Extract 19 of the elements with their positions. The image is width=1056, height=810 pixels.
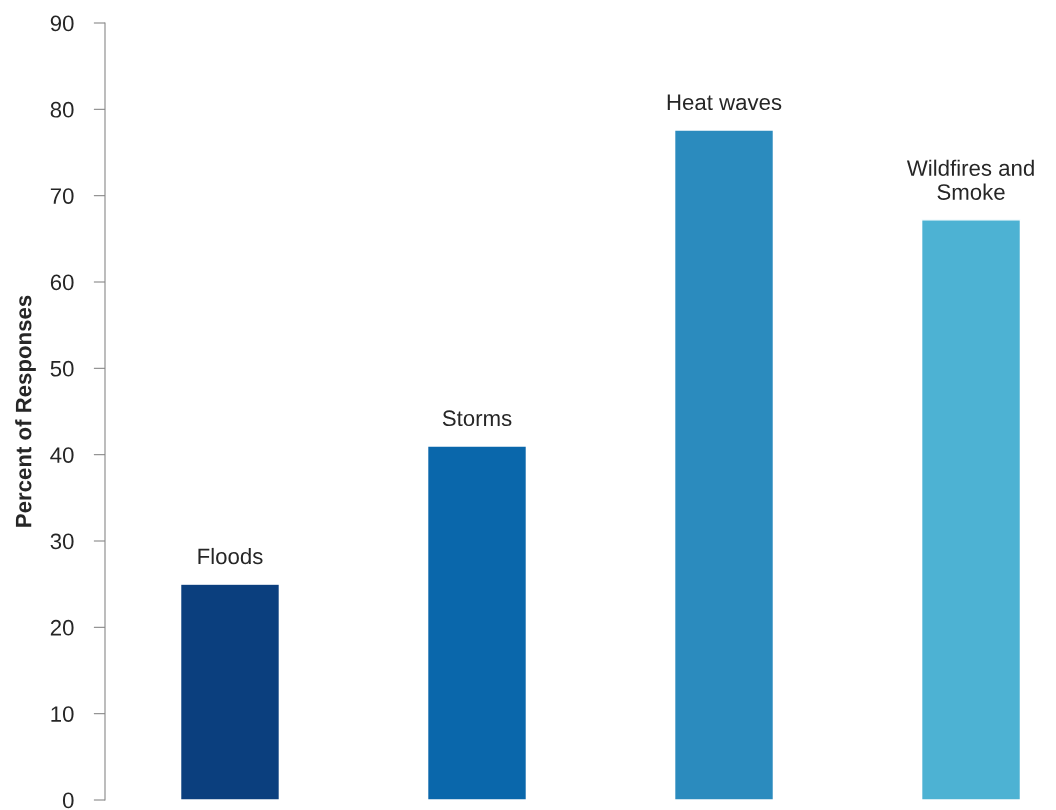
y-tick-label: 90 [50, 15, 74, 32]
y-tick-label: 60 [50, 274, 74, 291]
x-tick-label: Wildfires and Smoke [906, 159, 1034, 200]
y-tick-label: 80 [50, 101, 74, 118]
bar [426, 445, 528, 800]
y-tick-label: 20 [50, 619, 74, 636]
bar [179, 583, 281, 800]
y-tick-label: 70 [50, 188, 74, 204]
bar [920, 219, 1022, 800]
y-axis-title: Percent of Responses [15, 295, 36, 527]
x-tick-label: Floods [198, 547, 263, 565]
x-tick-label: Storms [442, 410, 512, 427]
y-tick-label: 50 [50, 360, 74, 377]
y-tick-label: 30 [50, 533, 74, 550]
y-tick-label: 0 [62, 792, 74, 809]
x-tick-label: Heat waves [667, 94, 782, 111]
y-tick-label: 10 [51, 706, 74, 722]
y-tick-label: 40 [50, 447, 74, 463]
bar [673, 129, 775, 800]
